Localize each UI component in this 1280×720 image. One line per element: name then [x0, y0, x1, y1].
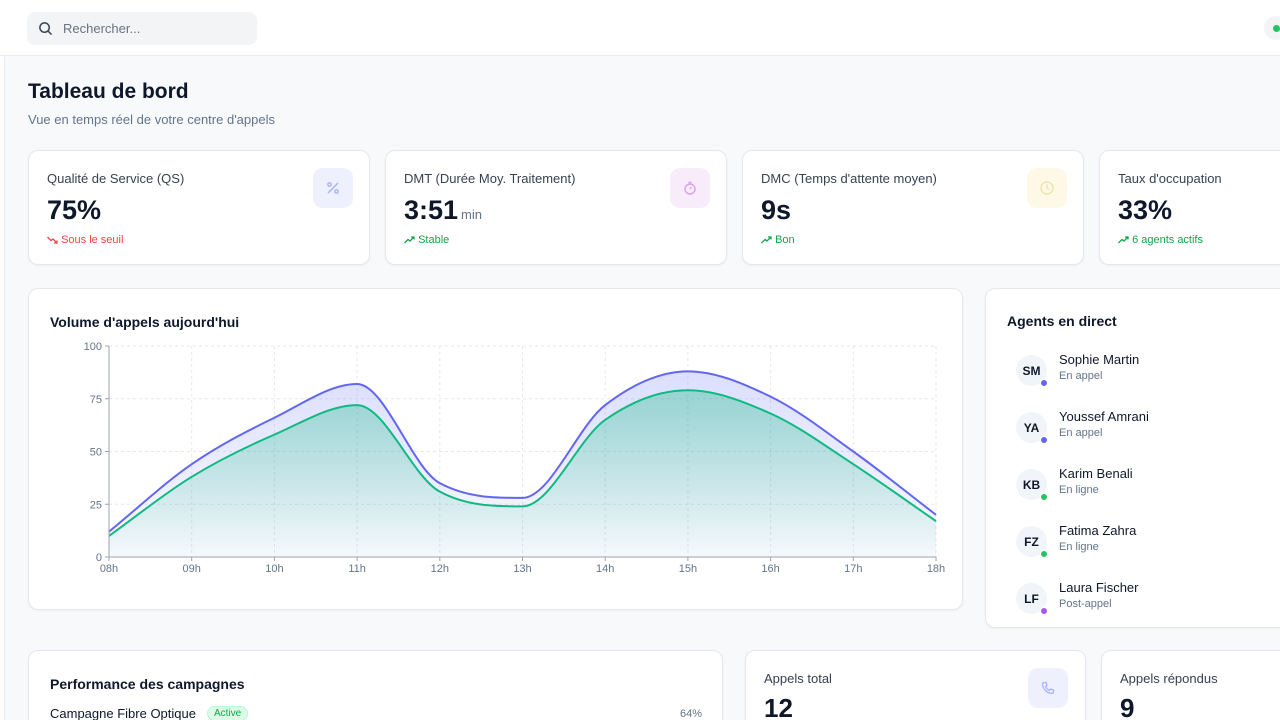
answered-calls-value: 9	[1120, 693, 1135, 720]
kpi-trend: 6 agents actifs	[1118, 234, 1203, 246]
call-volume-chart: 0 25 50 75 100 08h 09h 10h 11h 12h 13h 14h 15h 16h 17h…	[84, 341, 946, 575]
trending-up-icon	[1118, 236, 1129, 244]
stopwatch-icon	[670, 168, 710, 208]
avatar: YA	[1016, 412, 1047, 443]
campaign-row[interactable]: Campagne Fibre Optique Active 64%	[50, 706, 702, 720]
presence-dot	[1040, 493, 1048, 501]
kpi-value: 75%	[47, 195, 102, 225]
y-tick-label: 0	[96, 552, 102, 564]
agent-name: Fatima Zahra	[1059, 523, 1137, 538]
page-title: Tableau de bord	[28, 80, 189, 103]
campaign-name: Campagne Fibre Optique	[50, 706, 196, 720]
x-tick-label: 11h	[348, 563, 366, 575]
search-icon	[39, 22, 52, 35]
agent-name: Sophie Martin	[1059, 352, 1140, 367]
agent-name: Karim Benali	[1059, 466, 1133, 481]
agent-name: Youssef Amrani	[1059, 409, 1149, 424]
status-badge: Active	[207, 706, 249, 720]
kpi-label: Qualité de Service (QS)	[47, 171, 185, 186]
kpi-card-occupancy: Taux d'occupation 33% 6 agents actifs	[1099, 150, 1280, 265]
kpi-card-wait-time: DMC (Temps d'attente moyen) 9s Bon	[742, 150, 1084, 265]
total-calls-card: Appels total 12	[745, 650, 1086, 720]
x-tick-label: 14h	[596, 563, 614, 575]
series-area-2	[109, 390, 936, 557]
x-tick-label: 12h	[431, 563, 449, 575]
live-agents-card: Agents en direct SM Sophie Martin En app…	[985, 288, 1280, 628]
x-tick-label: 15h	[679, 563, 697, 575]
agent-row[interactable]: LF Laura Fischer Post-appel	[1016, 580, 1236, 620]
presence-dot	[1040, 607, 1048, 615]
agent-row[interactable]: SM Sophie Martin En appel	[1016, 352, 1236, 392]
agent-row[interactable]: YA Youssef Amrani En appel	[1016, 409, 1236, 449]
x-tick-label: 16h	[761, 563, 779, 575]
presence-dot	[1040, 379, 1048, 387]
trending-up-icon	[761, 236, 772, 244]
kpi-label: DMT (Durée Moy. Traitement)	[404, 171, 576, 186]
answered-calls-card: Appels répondus 9	[1101, 650, 1280, 720]
presence-dot	[1040, 436, 1048, 444]
agent-status: En ligne	[1059, 541, 1099, 553]
kpi-value: 3:51 min	[404, 195, 482, 225]
kpi-value: 9s	[761, 195, 792, 225]
x-tick-label: 18h	[927, 563, 945, 575]
y-tick-label: 100	[84, 341, 102, 353]
campaign-performance-card: Performance des campagnes Campagne Fibre…	[28, 650, 723, 720]
kpi-label: Taux d'occupation	[1118, 171, 1222, 186]
chart-title: Volume d'appels aujourd'hui	[50, 314, 240, 330]
agent-status: En appel	[1059, 427, 1103, 439]
avatar: KB	[1016, 469, 1047, 500]
kpi-label: DMC (Temps d'attente moyen)	[761, 171, 937, 186]
trending-up-icon	[404, 236, 415, 244]
agents-title: Agents en direct	[1007, 313, 1117, 329]
x-tick-label: 09h	[183, 563, 201, 575]
call-volume-card: Volume d'appels aujourd'hui 0 25 50 75 100 08…	[28, 288, 963, 610]
y-tick-label: 75	[90, 394, 102, 406]
x-tick-label: 13h	[513, 563, 531, 575]
agent-row[interactable]: FZ Fatima Zahra En ligne	[1016, 523, 1236, 563]
x-tick-label: 08h	[100, 563, 118, 575]
total-calls-label: Appels total	[764, 671, 832, 686]
y-tick-label: 25	[90, 499, 102, 511]
agent-status: Post-appel	[1059, 598, 1112, 610]
kpi-trend: Sous le seuil	[47, 234, 123, 246]
x-tick-label: 17h	[844, 563, 862, 575]
online-status-indicator[interactable]	[1264, 16, 1280, 40]
sidebar-edge	[0, 56, 5, 720]
search-box[interactable]	[27, 12, 257, 45]
agent-name: Laura Fischer	[1059, 580, 1139, 595]
search-input[interactable]	[63, 12, 253, 45]
campaigns-title: Performance des campagnes	[50, 676, 245, 692]
presence-dot	[1040, 550, 1048, 558]
answered-calls-label: Appels répondus	[1120, 671, 1218, 686]
phone-icon	[1028, 668, 1068, 708]
y-tick-label: 50	[90, 447, 102, 459]
kpi-value: 33%	[1118, 195, 1173, 225]
kpi-card-handling-time: DMT (Durée Moy. Traitement) 3:51 min Stab…	[385, 150, 727, 265]
trending-down-icon	[47, 236, 58, 244]
kpi-trend: Stable	[404, 234, 449, 246]
total-calls-value: 12	[764, 693, 793, 720]
top-bar	[0, 0, 1280, 56]
page-subtitle: Vue en temps réel de votre centre d'appe…	[28, 112, 275, 127]
agent-status: En ligne	[1059, 484, 1099, 496]
agent-row[interactable]: KB Karim Benali En ligne	[1016, 466, 1236, 506]
percent-icon	[313, 168, 353, 208]
campaign-percent: 64%	[679, 708, 702, 720]
series-line-1	[108, 370, 937, 533]
kpi-card-service-quality: Qualité de Service (QS) 75% Sous le seui…	[28, 150, 370, 265]
kpi-trend: Bon	[761, 234, 795, 246]
kpi-unit: min	[461, 207, 482, 222]
agent-status: En appel	[1059, 370, 1103, 382]
clock-icon	[1027, 168, 1067, 208]
x-tick-label: 10h	[265, 563, 283, 575]
